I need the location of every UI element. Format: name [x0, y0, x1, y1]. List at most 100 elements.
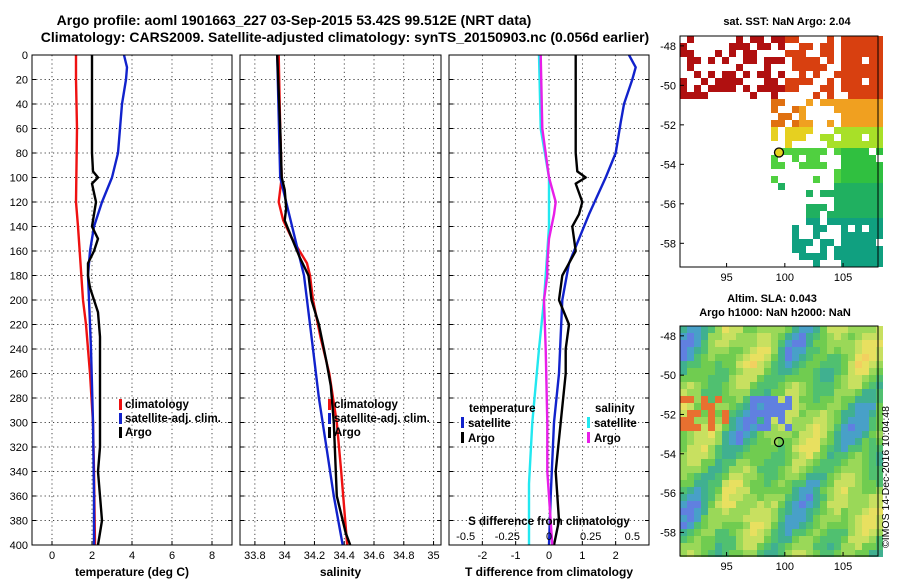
sst-cell [792, 127, 799, 134]
sla-cell [764, 333, 771, 340]
sla-cell [708, 480, 715, 487]
sla-cell [876, 431, 883, 438]
sla-cell [827, 550, 834, 557]
sla-cell [722, 522, 729, 529]
sla-cell [743, 452, 750, 459]
sla-cell [785, 340, 792, 347]
sla-cell [736, 333, 743, 340]
temperature-panel: 0204060801001201401601802002202402602803… [10, 50, 233, 579]
sla-cell [757, 487, 764, 494]
sla-cell [834, 529, 841, 536]
sla-cell [806, 396, 813, 403]
sla-cell [687, 333, 694, 340]
sst-cell [694, 92, 701, 99]
sla-cell [820, 473, 827, 480]
sst-cell [743, 43, 750, 50]
sla-cell [764, 375, 771, 382]
sla-cell [876, 333, 883, 340]
y-tick-label: 260 [10, 369, 28, 381]
sla-cell [813, 515, 820, 522]
sla-cell [757, 333, 764, 340]
sla-cell [715, 438, 722, 445]
sla-cell [869, 333, 876, 340]
sla-cell [862, 445, 869, 452]
sla-cell [834, 550, 841, 557]
y-tick-label: -52 [660, 120, 676, 132]
sla-cell [687, 340, 694, 347]
sla-cell [876, 536, 883, 543]
sla-cell [687, 403, 694, 410]
sla-cell [778, 389, 785, 396]
sla-cell [778, 550, 785, 557]
sla-cell [813, 354, 820, 361]
sst-cell [862, 50, 869, 57]
sst-cell [778, 57, 785, 64]
sst-cell [813, 57, 820, 64]
sla-cell [869, 445, 876, 452]
sla-cell [687, 347, 694, 354]
sla-cell [806, 452, 813, 459]
sla-cell [750, 389, 757, 396]
sst-cell [876, 253, 883, 260]
sla-cell [813, 389, 820, 396]
sst-cell [729, 71, 736, 78]
sst-cell [869, 183, 876, 190]
sla-cell [771, 417, 778, 424]
sst-cell [827, 134, 834, 141]
sla-cell [715, 466, 722, 473]
sla-cell [764, 508, 771, 515]
sst-cell [876, 141, 883, 148]
sla-cell [722, 543, 729, 550]
legend-sal-header: salinity [595, 403, 635, 415]
sla-cell [750, 347, 757, 354]
y-tick-label: -50 [660, 370, 676, 382]
sst-cell [806, 127, 813, 134]
sla-cell [722, 438, 729, 445]
sla-cell [750, 396, 757, 403]
sst-cell [862, 64, 869, 71]
sla-cell [736, 375, 743, 382]
sla-cell [799, 536, 806, 543]
sla-map-title-1: Altim. SLA: 0.043 [727, 293, 817, 305]
sla-cell [687, 452, 694, 459]
sla-cell [848, 431, 855, 438]
sla-cell [827, 375, 834, 382]
sla-cell [820, 536, 827, 543]
sst-cell [841, 71, 848, 78]
sla-cell [680, 375, 687, 382]
sla-cell [680, 501, 687, 508]
sst-cell [820, 239, 827, 246]
sla-cell [743, 522, 750, 529]
sla-cell [764, 368, 771, 375]
sla-cell [743, 508, 750, 515]
sla-cell [687, 431, 694, 438]
difference-panel: -2 -1 0 1 2 T difference from climatology temp… [448, 54, 650, 579]
sla-cell [687, 550, 694, 557]
sla-cell [701, 515, 708, 522]
sla-cell [827, 361, 834, 368]
sla-cell [701, 382, 708, 389]
sla-cell [827, 396, 834, 403]
sst-cell [862, 71, 869, 78]
sla-cell [722, 375, 729, 382]
sla-cell [694, 417, 701, 424]
sla-cell [687, 522, 694, 529]
sla-cell [778, 494, 785, 501]
sla-cell [813, 445, 820, 452]
sst-cell [848, 232, 855, 239]
sla-cell [848, 396, 855, 403]
sla-cell [876, 501, 883, 508]
sla-cell [771, 501, 778, 508]
sla-cell [876, 382, 883, 389]
sst-cell [771, 120, 778, 127]
sst-cell [778, 71, 785, 78]
sst-cell [869, 225, 876, 232]
sla-cell [785, 424, 792, 431]
sla-cell [841, 417, 848, 424]
sla-cell [820, 508, 827, 515]
sla-cell [820, 347, 827, 354]
sla-cell [792, 522, 799, 529]
sla-cell [827, 529, 834, 536]
sst-cell [855, 253, 862, 260]
